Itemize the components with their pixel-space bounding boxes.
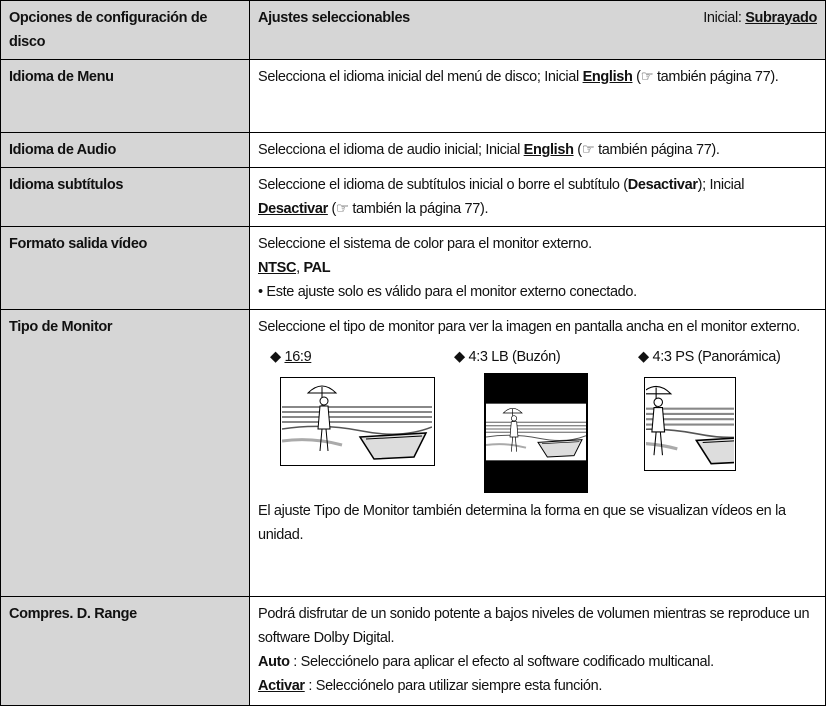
svg <box>646 379 734 469</box>
illustration-16-9 <box>280 377 435 466</box>
text: El ajuste Tipo de Monitor también determ… <box>258 503 786 543</box>
text: Selecciona el idioma inicial del menú de… <box>258 69 583 85</box>
div: ◆ 4:3 PS (Panorámica) <box>638 349 781 365</box>
text: Activar <box>258 678 305 694</box>
row: Compres. D. Range Podrá disfrutar de un … <box>0 596 826 706</box>
row: Formato salida vídeo Seleccione el siste… <box>0 226 826 310</box>
row-label: Tipo de Monitor <box>0 309 250 597</box>
text: 4:3 PS (Panorámica) <box>652 349 781 365</box>
text: Ajustes seleccionables <box>258 10 410 26</box>
div: Auto : Selecciónelo para aplicar el efec… <box>258 650 817 674</box>
div: ◆ 4:3 LB (Buzón) <box>454 349 561 365</box>
flex: Ajustes seleccionables Inicial: Subrayado <box>258 6 817 30</box>
text: Desactivar <box>627 177 698 193</box>
text: (☞ también página 77). <box>573 142 720 158</box>
row: Tipo de Monitor Seleccione el tipo de mo… <box>0 309 826 597</box>
header-row: Opciones de configuración de disco Ajust… <box>0 0 826 60</box>
text: English <box>523 142 574 158</box>
td: Podrá disfrutar de un sonido potente a b… <box>249 596 826 706</box>
text: Seleccione el sistema de color para el m… <box>258 236 592 252</box>
text: Auto <box>258 654 290 670</box>
illustration-panscan <box>644 377 736 471</box>
text: 16:9 <box>284 349 312 365</box>
row: Idioma subtítulos Seleccione el idioma d… <box>0 167 826 227</box>
td: Seleccione el idioma de subtítulos inici… <box>249 167 826 227</box>
text: Podrá disfrutar de un sonido potente a b… <box>258 606 810 646</box>
td: Seleccione el sistema de color para el m… <box>249 226 826 310</box>
row-label: Compres. D. Range <box>0 596 250 706</box>
row-label: Formato salida vídeo <box>0 226 250 310</box>
row-label: Idioma de Menu <box>0 59 250 133</box>
pic: ◆ 16:9 <box>270 345 454 495</box>
div: ◆ 16:9 <box>270 349 312 365</box>
row-label: Idioma de Audio <box>0 132 250 168</box>
text: ); Inicial <box>697 177 745 193</box>
text: Desactivar <box>258 201 328 217</box>
text: (☞ también la página 77). <box>327 201 489 217</box>
span: Inicial: Subrayado <box>703 6 817 30</box>
row-label: Inicial: <box>703 10 742 26</box>
text: Selecciona el idioma de audio inicial; I… <box>258 142 524 158</box>
text: PAL <box>303 260 331 276</box>
text: Este ajuste solo es válido para el monit… <box>266 284 637 300</box>
text: : Selecciónelo para aplicar el efecto al… <box>289 654 714 670</box>
div: Activar : Selecciónelo para utilizar sie… <box>258 674 817 698</box>
header-left: Opciones de configuración de disco <box>0 0 250 60</box>
text: Seleccione el idioma de subtítulos inici… <box>258 177 628 193</box>
text: NTSC <box>258 260 297 276</box>
td: Selecciona el idioma inicial del menú de… <box>249 59 826 133</box>
text: Seleccione el tipo de monitor para ver l… <box>258 319 800 335</box>
text: 4:3 LB (Buzón) <box>468 349 561 365</box>
div: NTSC, PAL <box>258 256 817 280</box>
td: Selecciona el idioma de audio inicial; I… <box>249 132 826 168</box>
row-label: Idioma subtítulos <box>0 167 250 227</box>
pic: ◆ 4:3 LB (Buzón) <box>454 345 638 495</box>
td: Seleccione el tipo de monitor para ver l… <box>249 309 826 597</box>
header-right: Ajustes seleccionables Inicial: Subrayado <box>249 0 826 60</box>
text: Subrayado <box>745 10 817 26</box>
pic: ◆ 4:3 PS (Panorámica) <box>638 345 788 495</box>
illustration-letterbox <box>484 373 588 493</box>
text: : Selecciónelo para utilizar siempre est… <box>304 678 603 694</box>
row: Idioma de Menu Selecciona el idioma inic… <box>0 59 826 133</box>
text: , <box>296 260 304 276</box>
text: (☞ también página 77). <box>632 69 779 85</box>
monitor-options: ◆ 16:9 ◆ 4:3 LB (Buzón) ◆ 4:3 PS (Panorá… <box>270 345 817 495</box>
div: • Este ajuste solo es válido para el mon… <box>258 284 637 300</box>
row: Idioma de Audio Selecciona el idioma de … <box>0 132 826 168</box>
text: English <box>582 69 633 85</box>
